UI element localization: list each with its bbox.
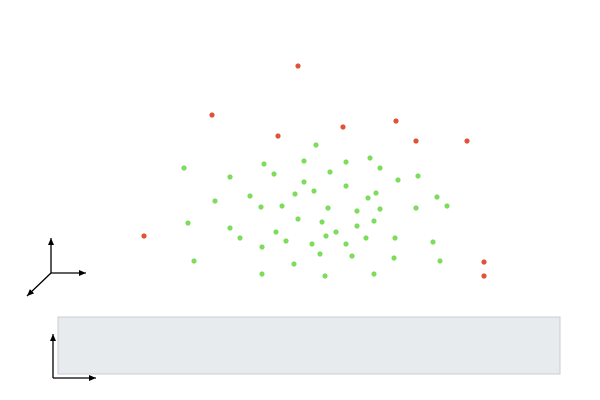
inlier-point: [343, 183, 349, 189]
inlier-point: [437, 258, 443, 264]
inlier-point: [295, 216, 301, 222]
inlier-point: [247, 193, 253, 199]
inlier-point: [191, 258, 197, 264]
inlier-point: [261, 161, 267, 167]
xyz-axes-icon: [26, 238, 86, 297]
outlier-point: [209, 112, 215, 118]
inlier-point: [444, 203, 450, 209]
outlier-point: [393, 118, 399, 124]
inlier-point: [395, 177, 401, 183]
inlier-point: [317, 251, 323, 257]
inlier-point: [237, 235, 243, 241]
inlier-point: [349, 253, 355, 259]
inlier-point: [327, 169, 333, 175]
inlier-point: [392, 235, 398, 241]
inlier-point: [367, 155, 373, 161]
inlier-point: [292, 191, 298, 197]
inlier-point: [365, 195, 371, 201]
inlier-point: [354, 223, 360, 229]
inlier-point: [291, 261, 297, 267]
inlier-point: [413, 205, 419, 211]
inlier-point: [313, 142, 319, 148]
outlier-point: [464, 138, 470, 144]
inlier-point: [227, 225, 233, 231]
outlier-point: [481, 273, 487, 279]
inlier-point: [259, 271, 265, 277]
inlier-point: [181, 165, 187, 171]
projection-plane: [57, 316, 561, 375]
inlier-point: [212, 198, 218, 204]
outlier-point: [481, 259, 487, 265]
inlier-point: [283, 238, 289, 244]
inlier-point: [377, 206, 383, 212]
inlier-point: [301, 158, 307, 164]
outlier-point: [340, 124, 346, 130]
inlier-point: [322, 273, 328, 279]
outlier-point: [413, 138, 419, 144]
outlier-point: [295, 63, 301, 69]
inlier-point: [354, 208, 360, 214]
outlier-point: [141, 233, 147, 239]
axis-y-diag: [26, 272, 52, 297]
outlier-point: [275, 133, 281, 139]
inlier-point: [363, 235, 369, 241]
outlier-points: [141, 63, 487, 279]
inlier-point: [279, 203, 285, 209]
inlier-point: [415, 173, 421, 179]
inlier-point: [343, 159, 349, 165]
inlier-point: [430, 239, 436, 245]
inlier-point: [373, 190, 379, 196]
inlier-point: [301, 179, 307, 185]
inlier-point: [434, 194, 440, 200]
inlier-point: [259, 244, 265, 250]
inlier-point: [271, 171, 277, 177]
xy-axes-icon: [50, 334, 96, 381]
inlier-point: [273, 229, 279, 235]
inlier-point: [371, 271, 377, 277]
inlier-point: [343, 241, 349, 247]
inlier-point: [333, 229, 339, 235]
inlier-point: [391, 255, 397, 261]
inlier-point: [319, 219, 325, 225]
inlier-point: [185, 220, 191, 226]
inlier-point: [311, 188, 317, 194]
inlier-point: [377, 165, 383, 171]
inlier-points: [181, 142, 450, 279]
inlier-point: [309, 241, 315, 247]
inlier-point: [325, 205, 331, 211]
inlier-point: [323, 233, 329, 239]
inlier-point: [227, 174, 233, 180]
inlier-point: [258, 204, 264, 210]
inlier-point: [371, 218, 377, 224]
